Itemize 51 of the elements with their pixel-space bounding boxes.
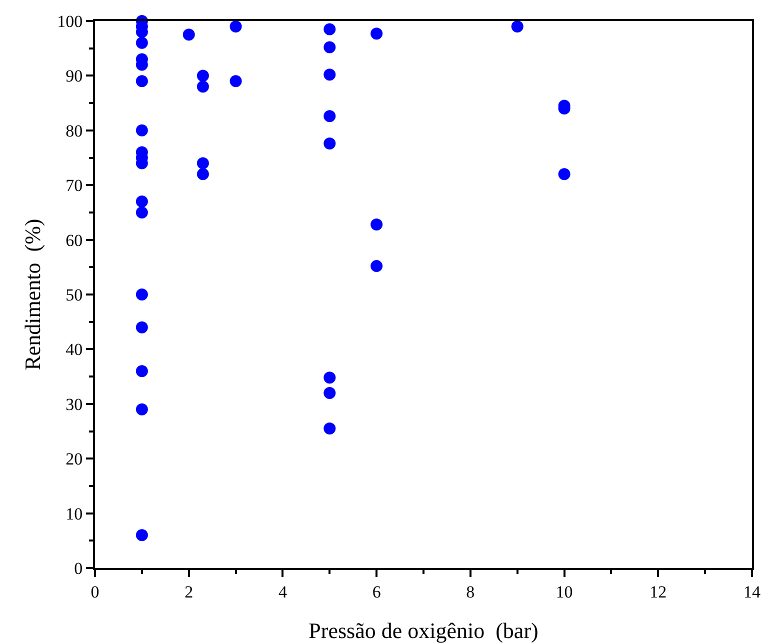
y-tick-label: 40	[66, 340, 83, 360]
point	[136, 365, 148, 378]
x-tick-label: 8	[466, 582, 475, 602]
y-tick-label: 50	[66, 285, 83, 304]
point	[230, 20, 242, 32]
x-tick-label: 6	[372, 582, 381, 602]
point	[136, 321, 148, 334]
x-tick-label: 14	[744, 582, 761, 602]
point	[324, 41, 336, 54]
point	[558, 168, 570, 180]
point	[324, 386, 336, 399]
point	[230, 75, 242, 88]
y-tick-label: 80	[66, 121, 83, 140]
point	[136, 124, 148, 136]
point	[196, 168, 209, 180]
point	[370, 28, 383, 40]
point	[136, 288, 148, 300]
y-tick-label: 20	[66, 450, 83, 469]
x-axis-title: Pressão de oxigênio (bar)	[308, 618, 538, 643]
point	[324, 68, 336, 81]
point	[196, 157, 209, 170]
point	[136, 36, 148, 49]
point	[324, 23, 336, 36]
point	[136, 206, 148, 218]
y-tick-label: 60	[66, 230, 83, 250]
point	[136, 403, 148, 416]
point	[196, 80, 209, 93]
y-tick-label: 30	[66, 394, 83, 414]
point	[370, 260, 383, 272]
point	[196, 70, 209, 82]
point	[136, 196, 148, 208]
y-tick-label: 10	[66, 504, 83, 524]
point	[324, 138, 336, 150]
x-tick-label: 4	[278, 582, 288, 602]
point	[324, 422, 336, 435]
point	[182, 28, 195, 41]
x-tick-label: 10	[556, 582, 573, 602]
point	[136, 75, 148, 88]
y-tick-label: 90	[66, 66, 83, 86]
x-tick-label: 12	[650, 582, 667, 602]
point	[324, 372, 336, 384]
y-tick-label: 0	[74, 558, 83, 578]
point	[511, 20, 524, 32]
point	[136, 529, 148, 542]
y-axis-title: Rendimento (%)	[20, 218, 45, 370]
y-tick-label: 70	[66, 176, 83, 196]
x-tick-label: 2	[184, 582, 194, 602]
x-tick-label: 0	[90, 582, 100, 602]
point	[370, 218, 383, 230]
y-tick-label: 100	[57, 12, 83, 31]
point	[324, 110, 336, 122]
